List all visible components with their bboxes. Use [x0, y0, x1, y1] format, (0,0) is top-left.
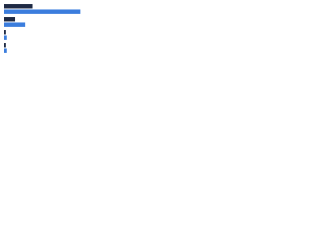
bar: [4, 48, 7, 53]
bar: [4, 43, 6, 48]
bar: [4, 4, 33, 9]
bar: [4, 9, 81, 14]
bar: [4, 22, 26, 27]
bar: [4, 30, 6, 35]
bar: [4, 17, 16, 22]
chart: [4, 4, 81, 53]
bar: [4, 35, 7, 40]
